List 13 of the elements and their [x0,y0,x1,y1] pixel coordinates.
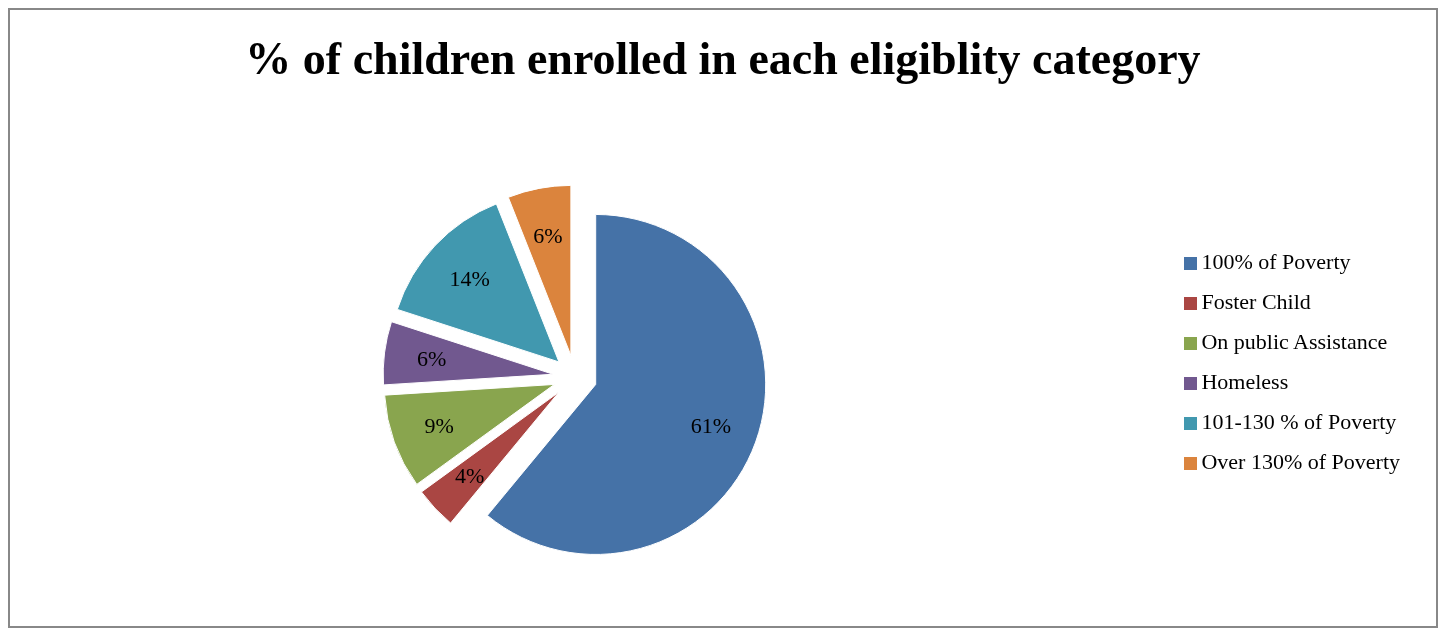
data-label: 4% [455,463,485,489]
legend-label: 101-130 % of Poverty [1201,409,1397,434]
data-label: 6% [417,346,447,372]
chart-title: % of children enrolled in each eligiblity category [244,32,1202,86]
legend-label: Foster Child [1201,289,1311,314]
data-label: 6% [533,222,563,248]
data-label: 61% [690,413,732,439]
legend-label: Over 130% of Poverty [1201,449,1400,474]
legend-label: Homeless [1201,369,1289,394]
data-label: 14% [449,265,490,291]
legend-label: 100% of Poverty [1201,249,1351,274]
data-label: 9% [424,413,454,439]
legend-label: On public Assistance [1201,329,1388,354]
